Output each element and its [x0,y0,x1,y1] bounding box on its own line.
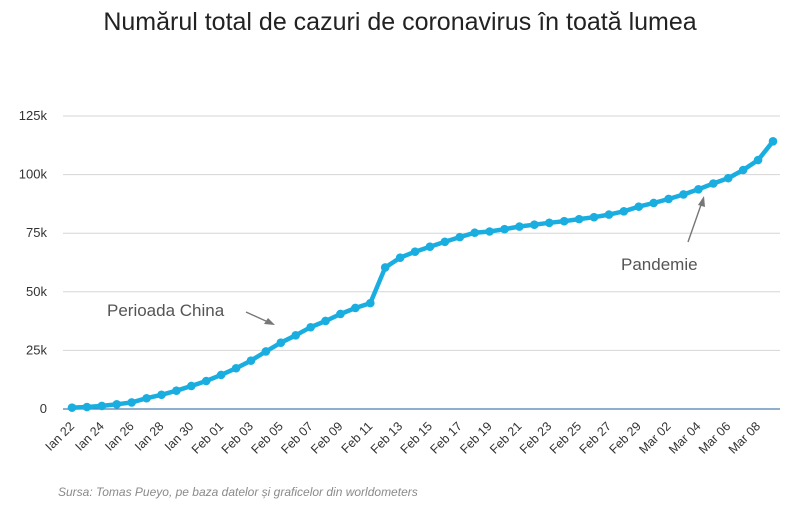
data-point [530,220,539,229]
data-point [425,242,435,251]
data-point [544,218,554,228]
data-point [82,402,92,412]
y-tick-label: 125k [19,108,48,123]
x-tick-label: Feb 03 [219,419,256,456]
data-point [172,386,181,395]
x-tick-label: Feb 05 [249,419,286,456]
data-point [127,398,136,407]
data-point [276,338,286,348]
data-point [604,210,614,219]
data-point [634,202,644,211]
data-point [321,316,330,326]
data-point [619,207,629,216]
data-point [768,137,778,146]
data-point [187,381,196,391]
x-tick-label: Feb 25 [547,419,584,456]
y-tick-label: 100k [19,167,48,182]
x-tick-label: Feb 29 [606,419,643,456]
x-tick-label: Mar 06 [696,419,733,456]
data-point [455,232,465,242]
series-line [69,139,776,410]
series-layer [67,137,778,412]
x-tick-label: Feb 11 [339,419,376,456]
x-tick-label: Ian 28 [132,419,167,454]
data-point [246,356,256,365]
x-tick-label: Feb 09 [308,419,345,456]
y-tick-label: 75k [26,225,47,240]
data-point [649,198,658,208]
data-point [291,330,301,340]
chart-title: Numărul total de cazuri de coronavirus î… [103,8,697,36]
data-point [559,216,569,226]
x-tick-label: Feb 17 [427,419,464,456]
x-tick-label: Feb 01 [189,419,226,456]
data-point [410,247,420,256]
data-point [589,212,599,222]
data-point [380,263,390,272]
x-tick-label: Feb 19 [457,419,494,456]
x-tick-label: Mar 08 [726,419,763,456]
data-point [157,390,166,400]
data-point [679,190,688,199]
annotation-arrowhead-pandemie [698,196,705,207]
data-point [306,322,315,332]
data-point [395,253,405,263]
x-tick-label: Feb 23 [517,419,554,456]
x-tick-label: Mar 02 [636,419,673,456]
data-point [515,222,524,231]
data-point [231,363,241,373]
data-point [574,214,584,224]
x-tick-label: Feb 21 [487,419,524,456]
y-tick-label: 25k [26,342,47,357]
annotation-pandemie: Pandemie [621,255,698,274]
y-axis-ticks: 0 25k 50k 75k 100k 125k [19,108,48,416]
grid-layer [63,115,780,410]
data-point [351,303,360,313]
data-point [336,309,345,319]
x-tick-label: Ian 26 [102,419,137,454]
data-point [112,399,122,409]
x-tick-label: Feb 07 [278,419,315,456]
annotation-perioada-china: Perioada China [107,301,225,320]
data-point [694,184,703,194]
data-point [738,165,748,175]
x-tick-label: Feb 13 [368,419,405,456]
x-tick-label: Feb 15 [398,419,435,456]
annotation-arrowhead-china [264,318,275,325]
annotation-arrow-pandemie [687,201,703,243]
data-point [709,179,718,188]
annotation-arrow-china [245,311,269,323]
data-point [485,227,494,236]
y-tick-label: 0 [40,401,47,416]
x-tick-label: Ian 24 [72,419,107,454]
data-point [753,155,763,165]
data-point [440,237,450,247]
data-point [723,173,733,183]
x-tick-label: Ian 22 [43,419,78,454]
source-note: Sursa: Tomas Pueyo, pe baza datelor și g… [58,485,418,499]
data-point [216,370,226,380]
data-point [201,376,211,386]
data-point [67,403,77,412]
data-point [97,401,107,411]
x-tick-label: Mar 04 [666,419,703,456]
annotations: Perioada China Pandemie [107,196,705,325]
data-point [470,228,480,238]
data-point [500,224,509,234]
x-tick-label: Feb 27 [577,419,614,456]
data-point [142,393,151,403]
data-point [365,298,375,308]
data-point [261,347,271,356]
data-point [664,194,673,204]
y-tick-label: 50k [26,284,47,299]
